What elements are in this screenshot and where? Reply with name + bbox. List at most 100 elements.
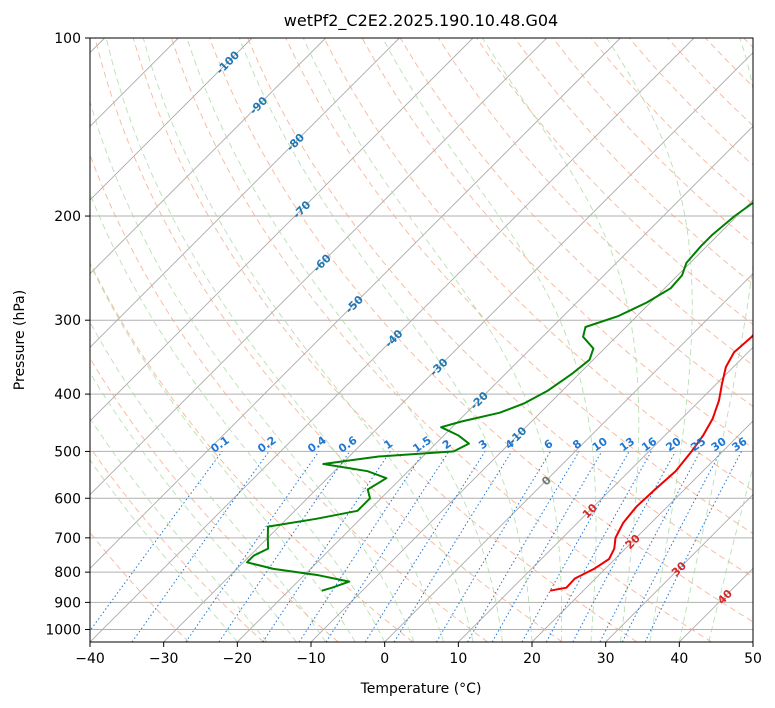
x-tick-label: −20 [223, 651, 253, 667]
dry-adiabat-line [90, 261, 414, 642]
moist-adiabat-line [90, 100, 415, 642]
isotherm-label: -50 [343, 293, 366, 316]
moist-adiabat-line [482, 38, 640, 642]
y-tick-label: 1000 [45, 622, 81, 638]
isotherm-label: -20 [468, 389, 491, 412]
isotherm-line [90, 38, 621, 569]
x-tick-label: 0 [380, 651, 389, 667]
y-tick-label: 800 [54, 565, 81, 581]
x-tick-label: 40 [670, 651, 688, 667]
y-tick-label: 700 [54, 531, 81, 547]
mixing-ratio-line [131, 451, 270, 642]
mixing-ratio-line [218, 451, 351, 642]
isotherm-label: 30 [669, 559, 689, 579]
x-tick-label: 10 [449, 651, 467, 667]
y-tick-label: 600 [54, 491, 81, 507]
dry-adiabat-line [667, 38, 753, 127]
moist-adiabat-line [606, 38, 693, 642]
moist-adiabat-line [90, 417, 268, 642]
y-tick-label: 400 [54, 387, 81, 403]
isotherm-line [90, 38, 253, 201]
y-tick-label: 900 [54, 595, 81, 611]
mixing-ratio-line [545, 451, 652, 642]
mixing-ratio-label: 0.1 [208, 434, 231, 456]
isotherm-label: -60 [311, 251, 334, 274]
isotherm-line [163, 52, 753, 642]
mixing-ratio-label: 0.6 [336, 433, 360, 455]
x-tick-label: −30 [149, 651, 179, 667]
x-axis-label: Temperature (°C) [360, 681, 482, 697]
moist-adiabat-line [90, 371, 297, 642]
isotherm-line [605, 494, 753, 642]
mixing-ratio-line [298, 451, 425, 642]
dry-adiabat-line [285, 38, 753, 535]
isotherm-line [237, 125, 753, 642]
y-axis: 100 200 300 400 500 600 700 800 900 1000 [45, 31, 90, 638]
isotherm-label: 10 [580, 501, 600, 521]
mixing-ratio-line [644, 451, 742, 642]
dry-adiabat-line [209, 38, 753, 623]
isotherm-line [679, 567, 753, 642]
mixing-ratio-label: 0.4 [305, 433, 329, 455]
dewpoint-profile-line [246, 201, 753, 592]
mixing-ratio-label: 2 [440, 437, 454, 452]
dry-adiabat-line [514, 38, 753, 285]
isotherm-label: -40 [382, 327, 405, 350]
mixing-ratio-line [393, 451, 513, 642]
x-tick-label: 20 [523, 651, 541, 667]
mixing-ratio-line [572, 451, 676, 642]
isotherm-line [531, 420, 753, 642]
profile-series [246, 201, 753, 592]
isotherm-label: -30 [427, 356, 450, 379]
isotherm-label: -80 [284, 131, 307, 154]
isotherm-label: -90 [247, 94, 270, 117]
moist-adiabat-line [90, 459, 238, 642]
dry-adiabat-line [705, 38, 753, 88]
mixing-ratio-line [521, 451, 630, 642]
mixing-ratio-line [262, 451, 391, 642]
mixing-ratio-line [90, 451, 223, 632]
moist-adiabat-line [105, 38, 445, 642]
isotherm-line [90, 38, 547, 496]
moist-adiabat-line [142, 38, 474, 642]
isotherm-label: 20 [623, 532, 643, 552]
plot-frame [89, 37, 754, 643]
y-tick-label: 100 [54, 31, 81, 47]
moist-adiabat-line [186, 38, 503, 642]
isotherm-line [90, 38, 474, 422]
isotherm-line [458, 346, 753, 642]
dry-adiabat-line [90, 531, 190, 642]
x-tick-label: 30 [597, 651, 615, 667]
temperature-profile-line [549, 333, 753, 592]
isotherm-label: -70 [290, 198, 313, 221]
mixing-ratio-line [467, 451, 580, 642]
moist-adiabat-line [382, 38, 597, 642]
isotherm-line [752, 641, 753, 642]
dry-adiabat-line [170, 38, 712, 642]
dry-adiabat-line [438, 38, 753, 366]
y-axis-label: Pressure (hPa) [12, 290, 28, 390]
moist-adiabat-line [90, 192, 386, 642]
x-tick-label: −40 [75, 651, 105, 667]
isotherm-line [90, 38, 695, 642]
dry-adiabat-line [476, 38, 753, 326]
mixing-ratio-label: 6 [542, 437, 556, 452]
isotherm-line [90, 38, 326, 275]
moist-adiabat-line [678, 38, 753, 642]
moist-adiabat-line [238, 38, 533, 642]
x-tick-label: −10 [296, 651, 326, 667]
isotherm-label: 40 [715, 587, 735, 607]
dry-adiabat-line [94, 38, 563, 642]
dry-adiabat-line [90, 153, 488, 642]
isotherm-line [384, 273, 753, 642]
mixing-ratio-line [621, 451, 722, 642]
dry-adiabat-line [323, 38, 753, 492]
mixing-ratio-line [185, 451, 320, 642]
x-axis: −40 −30 −20 −10 0 10 20 30 40 50 [75, 642, 762, 667]
chart-title: wetPf2_C2E2.2025.190.10.48.G04 [284, 11, 558, 31]
y-tick-label: 500 [54, 444, 81, 460]
moist-adiabat-line [302, 38, 563, 642]
dry-adiabat-line [90, 357, 339, 642]
isotherm-line [90, 38, 400, 348]
